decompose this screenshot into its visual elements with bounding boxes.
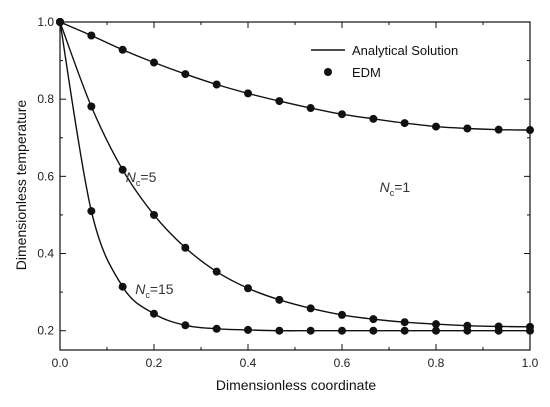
- edm-point-s3-1: [87, 207, 96, 216]
- annotation-subscript: c: [136, 178, 141, 188]
- edm-point-s3-7: [275, 326, 284, 335]
- edm-point-s2-11: [400, 318, 409, 327]
- edm-point-s2-5: [212, 267, 221, 276]
- edm-point-s2-6: [244, 284, 252, 293]
- edm-point-s2-2: [118, 165, 127, 174]
- edm-point-s1-6: [244, 89, 252, 98]
- axes: 0.0 0.2 0.4 0.6 0.8 1.0 0.2 0.4 0.6 0.8 1.0: [37, 15, 538, 370]
- curve-annotations: Nc=1Nc=5Nc=15: [126, 169, 411, 300]
- edm-point-s3-11: [400, 326, 409, 335]
- edm-point-s3-12: [432, 326, 440, 335]
- annotation-value: =5: [140, 169, 156, 185]
- edm-point-s1-15: [526, 126, 534, 135]
- legend: Analytical Solution EDM: [311, 43, 458, 80]
- annotation-symbol: N: [135, 281, 146, 297]
- edm-point-s3-5: [212, 324, 221, 333]
- legend-marker-edm: [324, 68, 332, 76]
- edm-point-s2-3: [150, 210, 158, 219]
- annotation-value: =1: [394, 179, 410, 195]
- edm-point-s3-15: [526, 326, 534, 335]
- curve-series-2: [59, 21, 531, 328]
- edm-point-s2-12: [432, 320, 440, 329]
- x-tick-label-3: 0.6: [334, 356, 351, 370]
- y-tick-label-2: 0.6: [37, 169, 54, 183]
- x-tick-label-5: 1.0: [522, 356, 539, 370]
- annotation-symbol: N: [380, 179, 391, 195]
- edm-point-s1-11: [400, 119, 409, 128]
- edm-point-s3-8: [306, 326, 315, 335]
- x-tick-label-0: 0.0: [52, 356, 69, 370]
- edm-points: [56, 18, 534, 335]
- y-tick-label-1: 0.4: [37, 247, 54, 261]
- annotation-subscript: c: [145, 290, 150, 300]
- edm-point-s3-2: [118, 282, 127, 291]
- annotation-symbol: N: [126, 169, 137, 185]
- annotation-value: =15: [150, 281, 174, 297]
- annotation-subscript: c: [390, 188, 395, 198]
- edm-point-s3-3: [150, 309, 158, 318]
- x-tick-label-4: 0.8: [428, 356, 445, 370]
- edm-point-s1-7: [275, 97, 284, 106]
- edm-point-s3-13: [463, 326, 472, 335]
- edm-point-s1-2: [118, 45, 127, 54]
- edm-point-s2-1: [87, 102, 96, 111]
- edm-point-s1-12: [432, 122, 440, 131]
- edm-point-s1-4: [181, 70, 190, 79]
- legend-label-analytical: Analytical Solution: [352, 43, 458, 58]
- annotation-series-1: Nc=1: [380, 179, 411, 198]
- edm-point-s1-10: [369, 114, 378, 123]
- edm-point-s3-4: [181, 321, 190, 330]
- y-tick-label-3: 0.8: [37, 92, 54, 106]
- legend-label-edm: EDM: [352, 65, 381, 80]
- edm-point-s2-7: [275, 295, 284, 304]
- y-tick-label-0: 0.2: [37, 324, 54, 338]
- x-tick-label-1: 0.2: [146, 356, 163, 370]
- curve-series-1: [59, 21, 531, 131]
- edm-point-s3-9: [338, 326, 346, 335]
- annotation-series-2: Nc=5: [126, 169, 157, 188]
- edm-point-s1-13: [463, 124, 472, 133]
- edm-point-s2-4: [181, 243, 190, 252]
- annotation-series-3: Nc=15: [135, 281, 174, 300]
- edm-point-s1-1: [87, 31, 96, 40]
- edm-point-s3-14: [494, 326, 503, 335]
- edm-point-s1-3: [150, 58, 158, 67]
- edm-point-s1-8: [306, 104, 315, 113]
- edm-point-s3-10: [369, 326, 378, 335]
- y-axis-title: Dimensionless temperature: [13, 100, 29, 271]
- y-tick-label-4: 1.0: [37, 15, 54, 29]
- edm-point-s3-0: [56, 18, 64, 26]
- edm-point-s2-10: [369, 315, 378, 324]
- x-axis-title: Dimensionless coordinate: [216, 377, 377, 393]
- edm-point-s1-9: [338, 110, 346, 119]
- x-tick-label-2: 0.4: [240, 356, 257, 370]
- edm-point-s1-5: [212, 80, 221, 89]
- edm-point-s3-6: [244, 325, 252, 334]
- edm-point-s2-9: [338, 310, 346, 319]
- plot-frame: [59, 21, 531, 351]
- edm-point-s2-8: [306, 304, 315, 313]
- edm-point-s1-14: [494, 125, 503, 134]
